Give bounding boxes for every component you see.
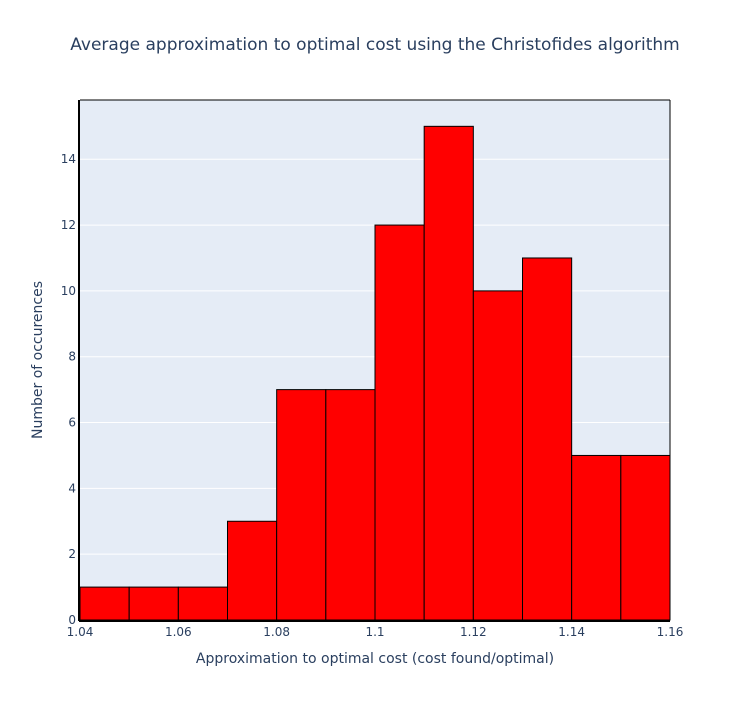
- y-tick-labels: 0 2 4 6 8 10 12 14: [61, 152, 76, 627]
- histogram-bar: [522, 257, 573, 621]
- x-tick-label: 1.16: [657, 625, 684, 639]
- chart-title: Average approximation to optimal cost us…: [70, 35, 679, 55]
- histogram-bar: [128, 586, 179, 621]
- histogram-bar: [472, 290, 524, 621]
- x-tick-labels: 1.04 1.06 1.08 1.1 1.12 1.14 1.16: [67, 625, 684, 639]
- histogram-bar: [79, 586, 130, 621]
- y-tick-label: 8: [68, 350, 76, 364]
- histogram-bar: [227, 520, 278, 621]
- histogram-bar: [571, 454, 622, 621]
- y-tick-label: 0: [68, 613, 76, 627]
- x-tick-label: 1.1: [365, 625, 384, 639]
- histogram-bar: [177, 586, 228, 621]
- y-tick-label: 12: [61, 218, 76, 232]
- x-tick-label: 1.14: [558, 625, 585, 639]
- y-tick-label: 14: [61, 152, 76, 166]
- histogram-bar: [325, 389, 376, 621]
- x-tick-label: 1.08: [263, 625, 290, 639]
- histogram-bar: [374, 224, 425, 621]
- histogram-bar: [276, 389, 327, 621]
- y-tick-label: 6: [68, 416, 76, 430]
- y-tick-label: 4: [68, 481, 76, 495]
- histogram-bar: [620, 454, 671, 621]
- y-axis-title: Number of occurences: [30, 281, 46, 439]
- axes: [78, 99, 671, 622]
- x-tick-label: 1.06: [165, 625, 192, 639]
- histogram-bar: [423, 125, 474, 621]
- x-axis-title: Approximation to optimal cost (cost foun…: [196, 651, 554, 667]
- y-tick-label: 10: [61, 284, 76, 298]
- x-tick-label: 1.12: [460, 625, 487, 639]
- y-tick-label: 2: [68, 547, 76, 561]
- bars: [79, 125, 671, 621]
- x-tick-label: 1.04: [67, 625, 94, 639]
